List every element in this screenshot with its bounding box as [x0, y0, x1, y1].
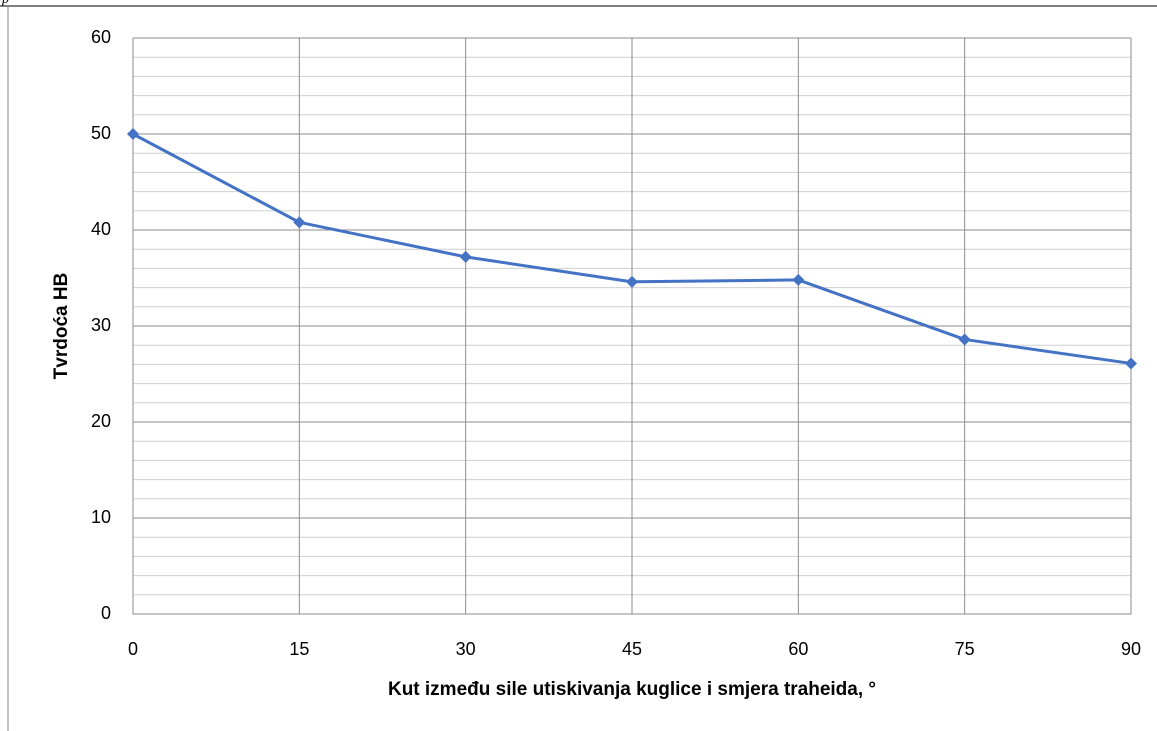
x-tick-label: 0 — [128, 639, 138, 659]
x-tick-label: 90 — [1121, 639, 1141, 659]
y-tick-label: 60 — [91, 27, 111, 47]
x-axis-title: Kut između sile utiskivanja kuglice i sm… — [388, 679, 876, 700]
x-tick-label: 15 — [289, 639, 309, 659]
page-fragment: p — [1, 0, 9, 7]
x-tick-label: 45 — [622, 639, 642, 659]
x-tick-label: 30 — [456, 639, 476, 659]
x-tick-label: 60 — [788, 639, 808, 659]
y-tick-label: 0 — [101, 603, 111, 623]
y-axis-title: Tvrdoća HB — [51, 273, 72, 380]
data-point — [293, 216, 306, 229]
data-point — [127, 128, 139, 140]
y-tick-label: 50 — [91, 123, 111, 143]
data-point — [459, 250, 472, 263]
y-tick-label: 30 — [91, 315, 111, 335]
data-point — [626, 275, 638, 288]
y-tick-label: 40 — [91, 219, 111, 239]
data-point — [792, 273, 805, 286]
x-tick-label: 75 — [955, 639, 975, 659]
data-point — [1125, 357, 1137, 370]
y-tick-label: 10 — [91, 507, 111, 527]
y-tick-label: 20 — [91, 411, 111, 431]
data-point — [958, 333, 971, 346]
